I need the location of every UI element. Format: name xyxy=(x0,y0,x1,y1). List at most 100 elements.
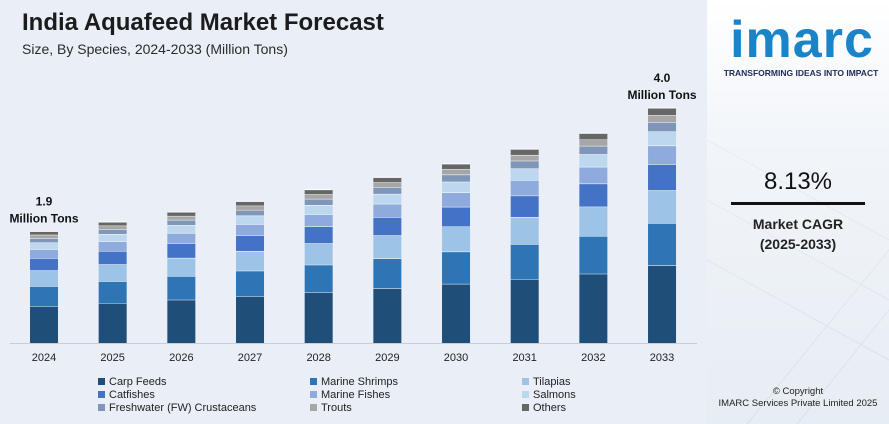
bar-segment xyxy=(442,181,471,193)
cagr-label-block: Market CAGR (2025-2033) xyxy=(707,214,889,254)
bar-segment xyxy=(30,270,58,287)
cagr-value: 8.13% xyxy=(763,168,833,195)
bar-segment xyxy=(167,215,196,220)
legend-item: Trouts xyxy=(310,402,352,414)
chart-subtitle: Size, By Species, 2024-2033 (Million Ton… xyxy=(22,41,288,57)
bar-segment xyxy=(648,131,677,146)
legend-item: Freshwater (FW) Crustaceans xyxy=(98,402,256,414)
bar-segment xyxy=(236,215,265,225)
legend-label: Trouts xyxy=(321,402,352,414)
bar-segment xyxy=(442,192,471,207)
imarc-logo: imarc xyxy=(730,11,874,69)
bar-segment xyxy=(236,224,265,236)
bar-segment xyxy=(167,211,196,216)
bar-segment xyxy=(648,265,677,343)
x-tick-label: 2025 xyxy=(100,352,124,364)
bar-segment xyxy=(30,286,58,307)
bar-segment xyxy=(648,223,677,266)
bar-segment xyxy=(373,288,402,343)
legend-label: Catfishes xyxy=(109,389,155,401)
bar-segment xyxy=(579,133,608,140)
x-tick-label: 2031 xyxy=(512,352,536,364)
bar-segment xyxy=(373,177,402,183)
brand-tagline: TRANSFORMING IDEAS INTO IMPACT xyxy=(723,68,879,78)
bar-segment xyxy=(236,235,265,251)
bar-segment xyxy=(304,204,333,215)
bar-segment xyxy=(304,189,333,195)
bar-segment xyxy=(510,244,539,280)
bar-segment xyxy=(442,283,471,343)
bar-segment xyxy=(510,154,539,161)
bar-segment xyxy=(579,139,608,146)
bar-segment xyxy=(30,238,58,243)
bar-segment xyxy=(98,234,127,242)
legend-swatch xyxy=(522,378,529,385)
legend-swatch xyxy=(522,404,529,411)
bar-segment xyxy=(373,182,402,188)
bar-segment xyxy=(304,198,333,205)
bar-segment xyxy=(510,149,539,155)
copyright-block: © Copyright IMARC Services Private Limit… xyxy=(707,386,889,410)
bar-segment xyxy=(579,166,608,184)
data-label-unit: Million Tons xyxy=(9,211,78,225)
legend-label: Marine Shrimps xyxy=(321,376,399,388)
legend-item: Carp Feeds xyxy=(98,376,166,388)
bar-segment xyxy=(510,216,539,245)
bar-segment xyxy=(98,251,127,265)
bar-segment xyxy=(304,264,333,293)
side-panel: imarc TRANSFORMING IDEAS INTO IMPACT 8.1… xyxy=(707,0,889,424)
bar-segment xyxy=(510,168,539,181)
legend-item: Marine Shrimps xyxy=(310,376,398,388)
bar-segment xyxy=(442,163,471,170)
bar-segment xyxy=(304,194,333,199)
legend-item: Others xyxy=(522,402,566,414)
bar-segment xyxy=(579,145,608,155)
legend-label: Tilapias xyxy=(533,376,571,388)
x-tick-label: 2024 xyxy=(32,352,56,364)
bar-segment xyxy=(167,299,196,343)
x-tick-label: 2029 xyxy=(375,352,399,364)
x-tick-label: 2028 xyxy=(306,352,330,364)
bar-segment xyxy=(167,232,196,244)
legend-item: Tilapias xyxy=(522,376,571,388)
legend-swatch xyxy=(98,378,105,385)
legend-label: Marine Fishes xyxy=(321,389,391,401)
decorative-background xyxy=(707,0,889,424)
bar-segment xyxy=(442,206,471,227)
bar-segment xyxy=(373,187,402,194)
legend-label: Freshwater (FW) Crustaceans xyxy=(109,402,257,414)
legend-swatch xyxy=(310,404,317,411)
bar-segment xyxy=(304,226,333,244)
legend-item: Marine Fishes xyxy=(310,389,390,401)
copyright-line-1: © Copyright xyxy=(772,386,824,397)
bar-segment xyxy=(30,306,58,343)
cagr-label: Market CAGR xyxy=(752,216,844,232)
x-tick-label: 2026 xyxy=(169,352,193,364)
bar-segment xyxy=(30,242,58,250)
bar-segment xyxy=(98,303,127,343)
legend-item: Salmons xyxy=(522,389,576,401)
bar-segment xyxy=(579,236,608,274)
bar-segment xyxy=(648,108,677,116)
bar-segment xyxy=(510,180,539,196)
bar-segment xyxy=(304,243,333,265)
bar-segment xyxy=(373,217,402,236)
bar-segment xyxy=(442,174,471,182)
bar-segment xyxy=(30,234,58,239)
bar-segment xyxy=(236,201,265,206)
legend-label: Carp Feeds xyxy=(109,376,167,388)
bar-segment xyxy=(98,229,127,235)
bar-segment xyxy=(167,276,196,300)
bar-segment xyxy=(373,203,402,218)
bar-segment xyxy=(167,243,196,258)
bar-segment xyxy=(373,235,402,259)
bar-segment xyxy=(579,206,608,237)
x-tick-label: 2030 xyxy=(444,352,468,364)
legend-swatch xyxy=(98,404,105,411)
bar-segment xyxy=(167,225,196,233)
bar-segment xyxy=(442,251,471,284)
bar-segment xyxy=(98,225,127,230)
legend-swatch xyxy=(310,378,317,385)
bar-segment xyxy=(236,205,265,210)
bar-segment xyxy=(510,195,539,217)
